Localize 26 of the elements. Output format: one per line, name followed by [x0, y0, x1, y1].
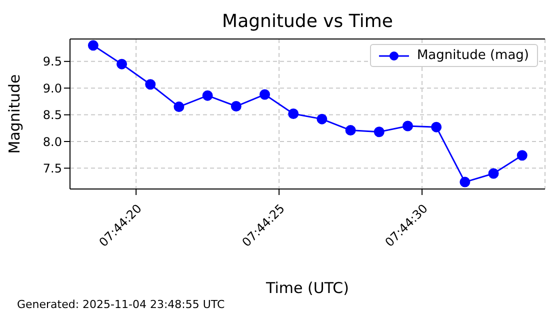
- text: Generated: 2025-11-04 23:48:55 UTC: [17, 298, 225, 311]
- point: [374, 126, 384, 138]
- point: [488, 168, 499, 179]
- y-axis-title: Magnitude: [5, 74, 24, 154]
- y-tick-label: 9.0: [42, 81, 62, 96]
- point: [402, 120, 413, 132]
- y-tick-label: 7.5: [42, 161, 62, 176]
- point: [230, 101, 242, 112]
- point: [460, 176, 470, 188]
- x-axis-title: Time (UTC): [265, 279, 350, 297]
- point: [260, 89, 270, 100]
- point: [345, 125, 356, 136]
- point: [288, 108, 299, 119]
- point: [145, 79, 156, 90]
- y-tick-label: 8.5: [42, 108, 62, 122]
- legend-label: Magnitude (mag): [416, 48, 529, 63]
- point: [431, 122, 442, 132]
- point: [88, 40, 98, 51]
- point: [174, 102, 184, 112]
- point: [516, 150, 528, 161]
- point: [316, 114, 328, 124]
- chart-title: Magnitude vs Time: [221, 11, 394, 32]
- point: [116, 58, 128, 70]
- y-tick-label: 8.0: [42, 134, 62, 149]
- point: [202, 90, 213, 101]
- y-tick-label: 9.5: [42, 54, 62, 69]
